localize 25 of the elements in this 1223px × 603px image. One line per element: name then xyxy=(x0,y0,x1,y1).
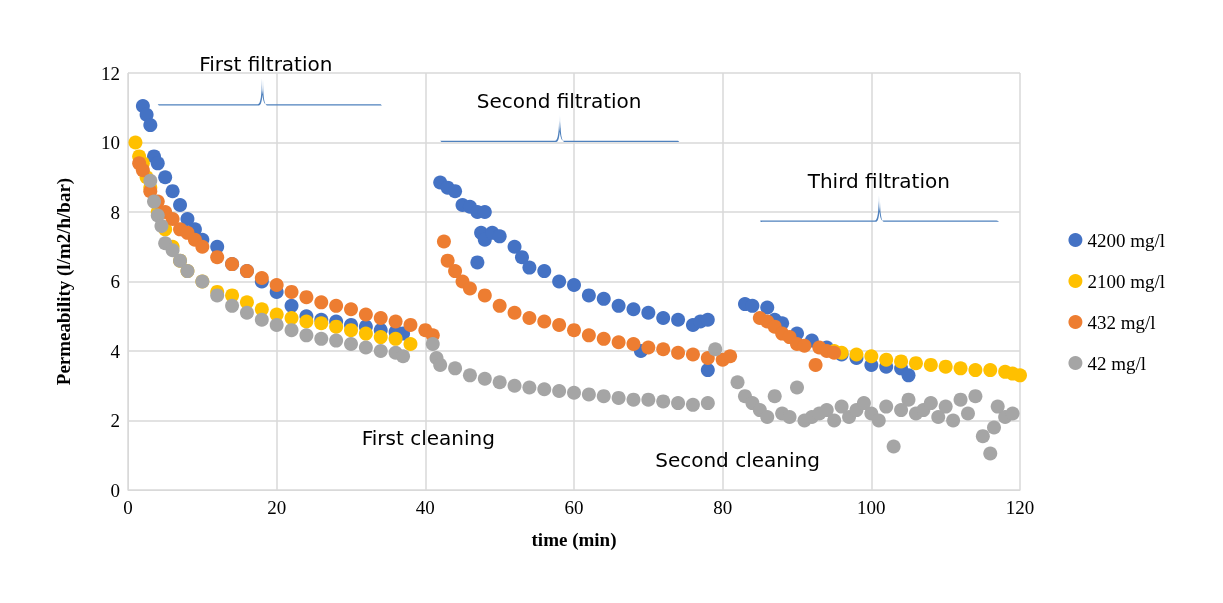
x-tick-label: 80 xyxy=(713,497,733,518)
x-tick-label: 60 xyxy=(564,497,584,518)
y-tick-label: 10 xyxy=(101,132,120,153)
legend-label: 2100 mg/l xyxy=(1087,270,1166,292)
x-tick-label: 0 xyxy=(123,497,133,518)
x-tick-label: 20 xyxy=(267,497,287,518)
y-tick-label: 0 xyxy=(110,479,120,501)
annotation: Third filtration xyxy=(806,168,950,193)
annotation: Second filtration xyxy=(476,88,642,113)
x-tick-label: 120 xyxy=(1005,497,1035,518)
x-tick-label: 100 xyxy=(857,497,886,518)
annotation: First cleaning xyxy=(361,425,495,450)
annotation: First filtration xyxy=(199,52,333,77)
y-tick-label: 12 xyxy=(101,62,120,84)
legend-label: 432 mg/l xyxy=(1087,311,1156,333)
y-tick-label: 8 xyxy=(110,201,120,223)
legend-label: 4200 mg/l xyxy=(1087,229,1166,251)
y-axis-title: Permeability (l/m2/h/bar) xyxy=(53,177,75,386)
y-tick-label: 2 xyxy=(110,410,120,431)
x-axis-title: time (min) xyxy=(531,529,617,551)
x-tick-label: 40 xyxy=(415,497,435,518)
y-tick-label: 6 xyxy=(110,271,120,292)
y-tick-label: 4 xyxy=(110,340,121,362)
legend-label: 42 mg/l xyxy=(1087,352,1147,374)
annotation: Second cleaning xyxy=(655,448,820,473)
